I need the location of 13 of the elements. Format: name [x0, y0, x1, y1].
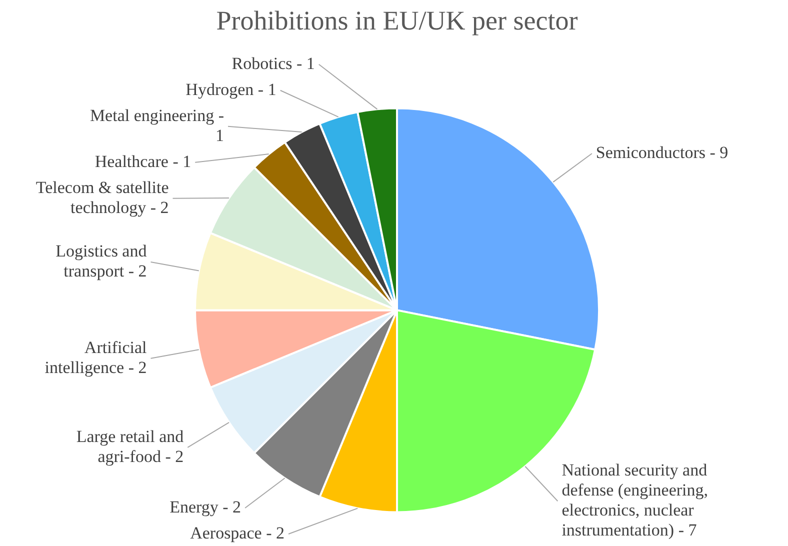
slice-label: Logistics and transport - 2: [56, 241, 148, 280]
slice-label: Robotics - 1: [232, 54, 315, 73]
slice-label: Aerospace - 2: [190, 523, 284, 542]
slice-label: Large retail and agri-food - 2: [76, 426, 184, 466]
slice-label: Healthcare - 1: [94, 152, 192, 171]
chart-title: Prohibitions in EU/UK per sector: [216, 5, 578, 36]
slice-label: Telecom & satellite technology - 2: [36, 178, 169, 217]
slice-label: Artificial intelligence - 2: [44, 338, 148, 377]
slice-label: Hydrogen - 1: [186, 80, 276, 99]
slice-label: Energy - 2: [170, 497, 242, 516]
slice-label: National security and defense (engineering, electronics, nuclear instrumentation) - 7: [562, 460, 708, 540]
slice-label: Metal engineering - 1: [90, 106, 224, 145]
slice-label: Semiconductors - 9: [596, 142, 728, 162]
